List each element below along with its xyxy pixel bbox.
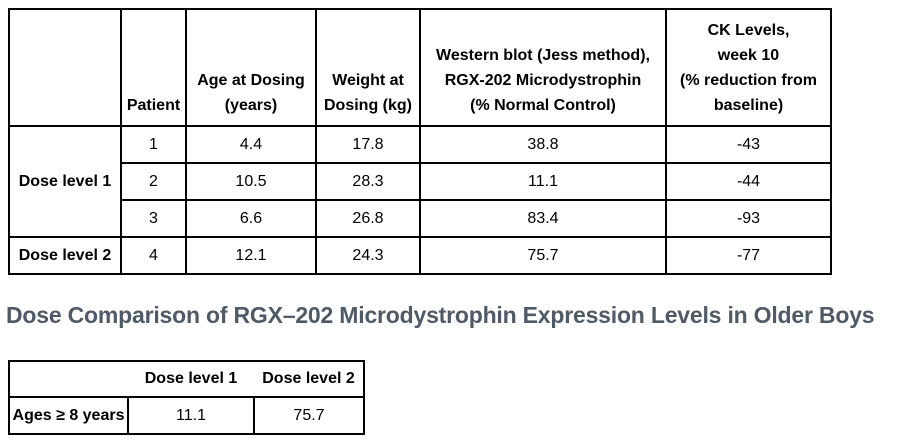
patient-row-1: Dose level 1 1 4.4 17.8 38.8 -43 xyxy=(8,125,832,238)
cell-age: 4.4 xyxy=(185,125,317,164)
cell-ck-reduction: -77 xyxy=(665,236,832,275)
patient-dosing-table: Patient Age at Dosing (years) Weight at … xyxy=(8,8,832,275)
main-table-header-row: Patient Age at Dosing (years) Weight at … xyxy=(8,8,832,127)
patient-row-4: Dose level 2 4 12.1 24.3 75.7 -77 xyxy=(8,236,832,275)
header-ck-levels: CK Levels, week 10 (% reduction from bas… xyxy=(665,8,832,127)
cell-patient: 2 xyxy=(120,162,187,201)
cell-patient: 3 xyxy=(120,199,187,238)
cell-age: 10.5 xyxy=(185,162,317,201)
summary-header-row: Dose level 1 Dose level 2 xyxy=(8,360,365,398)
summary-row-label: Ages ≥ 8 years xyxy=(8,396,129,435)
cell-weight: 26.8 xyxy=(315,199,421,238)
summary-header-dose-level-2: Dose level 2 xyxy=(254,360,365,398)
patient-row-2: 2 10.5 28.3 11.1 -44 xyxy=(9,162,832,201)
cell-ck-reduction: -43 xyxy=(665,125,832,164)
summary-cell-dose-level-1: 11.1 xyxy=(127,396,255,435)
cell-patient: 4 xyxy=(120,236,187,275)
cell-western-blot: 83.4 xyxy=(419,199,667,238)
header-blank-cell xyxy=(8,8,122,127)
cell-western-blot: 11.1 xyxy=(419,162,667,201)
cell-weight: 28.3 xyxy=(315,162,421,201)
header-western-blot: Western blot (Jess method), RGX-202 Micr… xyxy=(419,8,667,127)
dose-comparison-summary-table: Dose level 1 Dose level 2 Ages ≥ 8 years… xyxy=(8,360,365,435)
cell-western-blot: 38.8 xyxy=(419,125,667,164)
cell-western-blot: 75.7 xyxy=(419,236,667,275)
dose-level-1-label: Dose level 1 xyxy=(8,125,122,238)
cell-ck-reduction: -44 xyxy=(665,162,832,201)
summary-cell-dose-level-2: 75.7 xyxy=(253,396,365,435)
summary-header-dose-level-1: Dose level 1 xyxy=(128,360,254,398)
patient-row-3: 3 6.6 26.8 83.4 -93 xyxy=(9,199,832,238)
cell-age: 12.1 xyxy=(185,236,317,275)
cell-patient: 1 xyxy=(120,125,187,164)
cell-ck-reduction: -93 xyxy=(665,199,832,238)
header-age-at-dosing: Age at Dosing (years) xyxy=(185,8,317,127)
cell-weight: 24.3 xyxy=(315,236,421,275)
cell-weight: 17.8 xyxy=(315,125,421,164)
summary-row-ages-8-plus: Ages ≥ 8 years 11.1 75.7 xyxy=(8,396,365,435)
summary-header-blank xyxy=(8,360,128,398)
header-patient: Patient xyxy=(120,8,187,127)
header-weight-at-dosing: Weight at Dosing (kg) xyxy=(315,8,421,127)
page-title: Dose Comparison of RGX–202 Microdystroph… xyxy=(6,302,875,328)
cell-age: 6.6 xyxy=(185,199,317,238)
dose-level-2-label: Dose level 2 xyxy=(8,236,122,275)
